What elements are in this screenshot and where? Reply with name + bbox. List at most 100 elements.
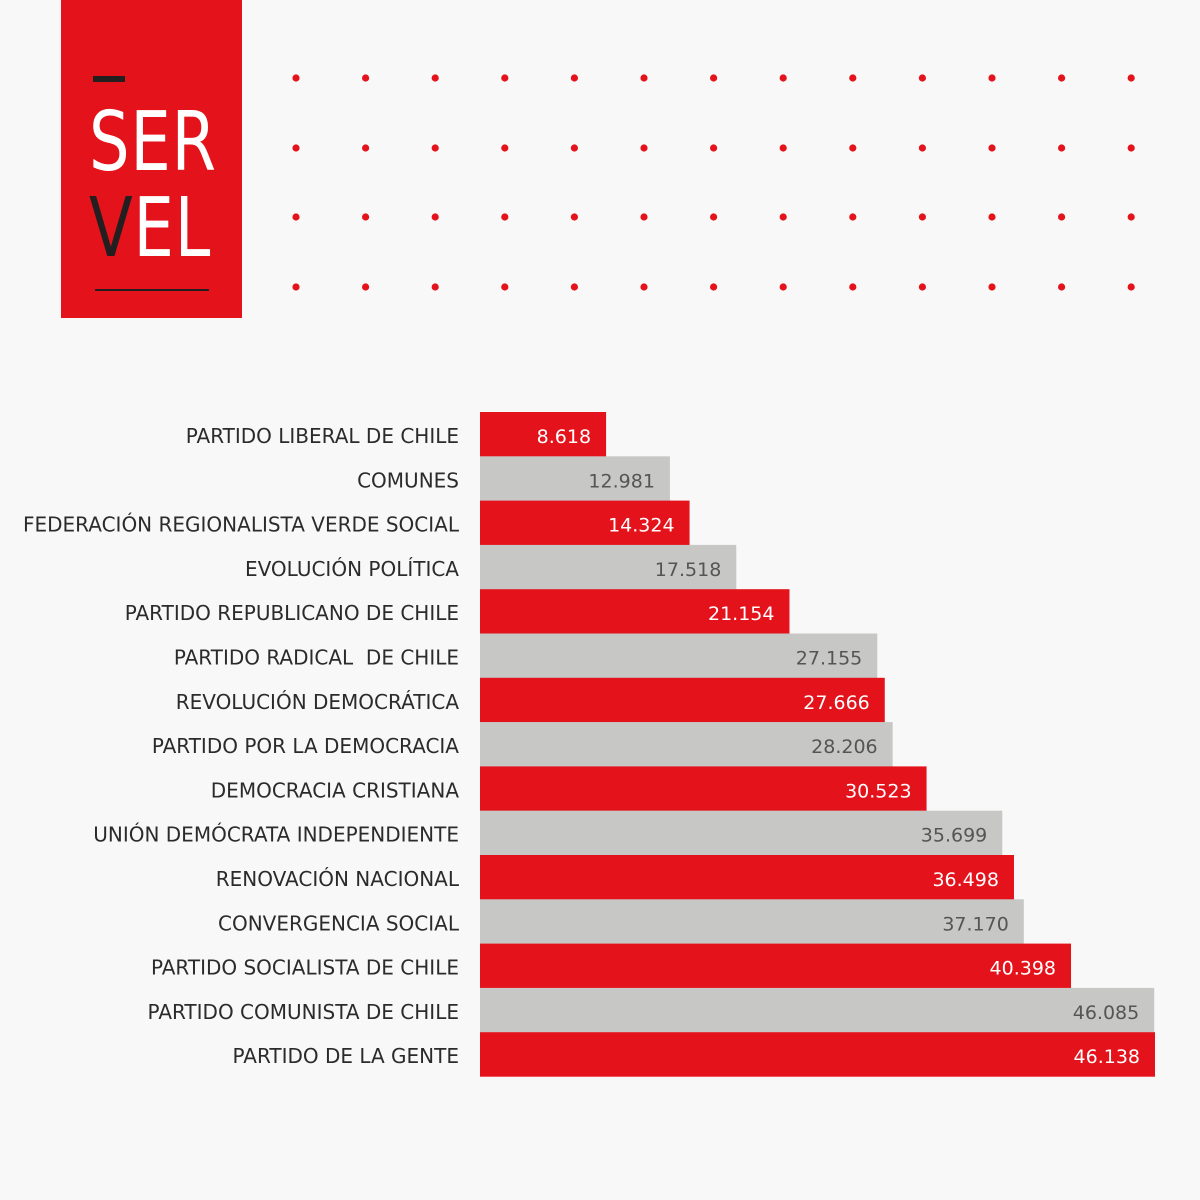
value-label: 27.666 [803,692,869,714]
bar [480,456,670,501]
decorative-dot [1058,283,1066,291]
value-label: 35.699 [921,825,987,847]
value-label: 27.155 [796,648,862,670]
category-label: PARTIDO COMUNISTA DE CHILE [148,1000,459,1024]
bar [480,412,607,457]
decorative-dot [849,283,857,291]
decorative-dot [570,213,579,221]
decorative-dot [501,213,509,221]
decorative-dot [710,144,718,152]
decorative-dot [988,213,996,221]
decorative-dot [849,213,857,221]
value-label: 17.518 [655,559,721,581]
category-label: PARTIDO SOCIALISTA DE CHILE [151,956,459,980]
bar [480,766,927,811]
decorative-dot [362,74,370,82]
decorative-dot [918,213,927,221]
category-label: PARTIDO RADICAL DE CHILE [174,646,459,670]
bar [480,943,1072,989]
bar [480,722,893,767]
decorative-dot [570,144,579,152]
category-label: UNIÓN DEMÓCRATA INDEPENDIENTE [93,823,459,847]
decorative-dot [988,144,996,152]
value-label: 37.170 [942,913,1008,935]
value-label: 46.138 [1074,1046,1140,1068]
decorative-dot [640,213,648,221]
logo-text-line1: SER [89,95,217,190]
decorative-dot [849,144,857,152]
category-label: REVOLUCIÓN DEMOCRÁTICA [176,690,460,714]
value-label: 28.206 [811,736,877,758]
logo-letters-el: EL [133,181,212,276]
value-label: 30.523 [845,780,911,802]
decorative-dot [292,213,300,221]
value-label: 46.085 [1073,1002,1139,1024]
bar [480,544,737,590]
category-label: PARTIDO LIBERAL DE CHILE [186,424,459,448]
logo-text-line2: VEL [89,188,211,270]
value-label: 36.498 [932,869,998,891]
category-label: COMUNES [357,468,459,492]
bar [480,855,1014,900]
category-label: DEMOCRACIA CRISTIANA [211,778,460,802]
decorative-dot [988,74,996,82]
decorative-dot [640,74,648,82]
logo-letter-v: V [89,181,134,276]
decorative-dot [292,144,300,152]
servel-logo: SER VEL [61,0,242,318]
decorative-dot [570,74,579,82]
decorative-dot [710,283,718,291]
decorative-dot [292,283,300,291]
decorative-dot [362,283,370,291]
decorative-dot [501,144,509,152]
decorative-dot [1058,213,1066,221]
category-label: PARTIDO POR LA DEMOCRACIA [152,734,459,758]
decorative-dot [918,283,927,291]
bar [480,987,1155,1033]
category-label: FEDERACIÓN REGIONALISTA VERDE SOCIAL [23,513,460,537]
decorative-dot [710,213,718,221]
value-label: 21.154 [708,603,774,625]
decorative-dot [570,283,579,291]
decorative-dot [779,144,787,152]
bar [480,633,878,678]
decorative-dot [431,74,439,82]
category-label: RENOVACIÓN NACIONAL [216,867,460,891]
category-label: PARTIDO REPUBLICANO DE CHILE [125,601,459,625]
decorative-dot [362,144,370,152]
value-label: 8.618 [537,426,591,448]
decorative-dot [1127,144,1135,152]
decorative-dot [362,213,370,221]
decorative-dot [640,283,648,291]
decorative-dot-grid [292,74,1135,291]
bar [480,589,790,634]
decorative-dot [1127,283,1135,291]
category-label: EVOLUCIÓN POLÍTICA [245,557,459,581]
bar [480,500,690,546]
decorative-dot [640,144,648,152]
decorative-dot [918,74,927,82]
logo-macron [93,76,125,82]
decorative-dot [1127,213,1135,221]
decorative-dot [1127,74,1135,82]
category-label: PARTIDO DE LA GENTE [232,1044,459,1068]
value-label: 14.324 [608,515,674,537]
decorative-dot [779,283,787,291]
bar [480,1032,1155,1077]
decorative-dot [849,74,857,82]
decorative-dot [779,74,787,82]
bar [480,899,1024,944]
decorative-dot [431,144,439,152]
decorative-dot [431,213,439,221]
logo-underline [95,289,209,291]
decorative-dot [501,74,509,82]
value-label: 12.981 [588,470,654,492]
decorative-dot [501,283,509,291]
decorative-dot [779,213,787,221]
value-label: 40.398 [990,958,1056,980]
decorative-dot [1058,74,1066,82]
decorative-dot [988,283,996,291]
decorative-dot [918,144,927,152]
decorative-dot [1058,144,1066,152]
